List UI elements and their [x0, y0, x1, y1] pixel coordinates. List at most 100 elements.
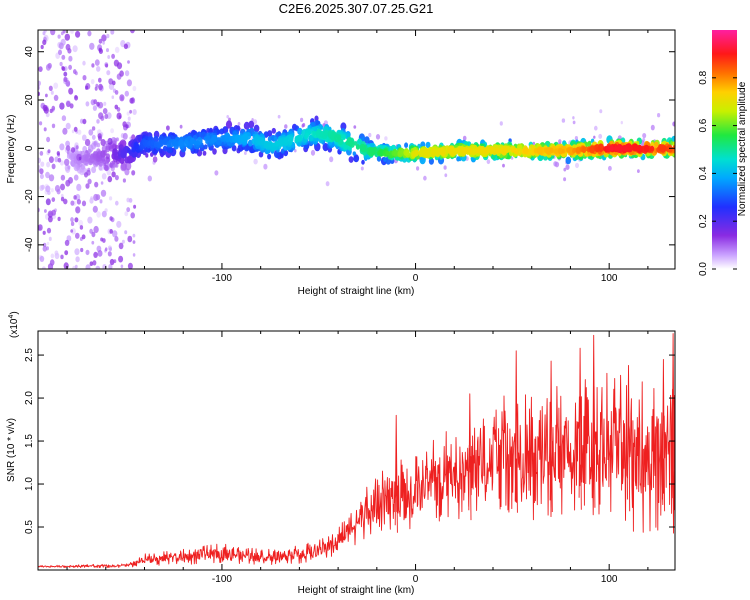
spectral-point — [57, 34, 61, 39]
snr-scale-exponent: 4 — [8, 315, 15, 319]
spectral-point — [48, 216, 53, 223]
spectral-point — [593, 135, 596, 139]
spectral-point — [212, 148, 217, 155]
spectral-point — [51, 197, 56, 203]
spectral-point — [124, 230, 128, 235]
spectral-point — [273, 136, 278, 142]
spectral-point — [599, 109, 603, 114]
spectral-point — [659, 144, 667, 153]
spectral-point — [90, 79, 95, 85]
spectral-point — [101, 173, 107, 180]
spectral-point — [94, 86, 98, 91]
spectral-point — [130, 30, 135, 34]
spectral-point — [483, 147, 488, 154]
spectral-point — [38, 80, 41, 86]
spectral-point — [39, 151, 44, 156]
spectral-point — [444, 173, 448, 178]
spectral-point — [65, 145, 71, 152]
spectral-point — [253, 158, 258, 165]
spectral-point — [549, 147, 554, 154]
spectral-point — [88, 129, 94, 136]
spectral-point — [563, 167, 567, 172]
spectral-point — [57, 216, 61, 222]
spectral-point — [575, 162, 579, 169]
spectral-point — [127, 60, 130, 64]
spectral-point — [70, 217, 74, 223]
spectral-point — [64, 33, 71, 41]
spectral-point — [623, 144, 629, 153]
spectral-point — [572, 116, 575, 120]
spectral-point — [103, 101, 107, 106]
spectral-point — [108, 263, 113, 269]
spectral-point — [39, 121, 43, 126]
spectrogram-x-axis-label: Height of straight line (km) — [298, 286, 415, 297]
spectral-point — [131, 134, 136, 140]
spectral-point — [614, 145, 618, 152]
spectral-point — [63, 71, 68, 77]
spectral-point — [243, 121, 250, 130]
spectral-point — [42, 242, 47, 248]
snr-y-tick-label: 1.5 — [24, 434, 35, 448]
spectral-point — [59, 61, 63, 67]
spectral-point — [310, 149, 316, 156]
snr-series-line — [38, 333, 675, 569]
colorbar-gradient — [712, 30, 737, 269]
spectral-point — [68, 55, 73, 62]
spectral-point — [61, 115, 67, 122]
spectral-point — [147, 175, 152, 182]
spectral-point — [162, 145, 167, 152]
colorbar-tick-label: 0.0 — [698, 262, 709, 276]
spectral-point — [314, 115, 319, 122]
spectral-point — [39, 168, 44, 175]
spectrogram-x-tick-label: -100 — [212, 273, 232, 284]
spectral-point — [46, 136, 51, 143]
spectral-point — [650, 124, 655, 131]
spectral-point — [105, 153, 111, 160]
spectral-point — [63, 262, 69, 269]
spectral-point — [109, 229, 113, 234]
spectral-point — [260, 139, 265, 146]
spectral-point — [60, 254, 64, 260]
spectrogram-y-tick-label: 40 — [24, 46, 35, 58]
spectrogram-x-tick-label: 0 — [413, 273, 419, 284]
spectral-point — [118, 255, 124, 263]
spectral-point — [44, 209, 47, 213]
spectral-point — [87, 30, 92, 37]
spectral-point — [100, 189, 107, 197]
spectral-point — [122, 178, 126, 183]
spectral-point — [59, 160, 64, 166]
spectral-point — [39, 173, 44, 180]
spectral-point — [98, 83, 103, 91]
spectral-point — [54, 185, 61, 192]
spectral-point — [48, 156, 54, 164]
spectrogram-y-tick-label: 20 — [24, 94, 35, 106]
spectral-point — [56, 151, 60, 156]
spectral-point — [210, 137, 215, 143]
spectral-point — [423, 175, 427, 181]
spectral-point — [283, 137, 289, 144]
spectral-point — [129, 97, 134, 104]
spectral-point — [98, 112, 104, 120]
spectral-point — [124, 211, 129, 217]
spectral-point — [425, 141, 431, 149]
spectral-point — [557, 147, 563, 155]
spectral-point — [405, 149, 410, 156]
spectral-point — [45, 185, 51, 193]
spectral-point — [632, 144, 638, 152]
spectral-point — [166, 125, 170, 131]
spectral-point — [106, 70, 111, 76]
spectral-point — [74, 217, 79, 223]
spectral-point — [361, 146, 366, 153]
colorbar-tick-label: 0.8 — [698, 70, 709, 84]
spectral-point — [267, 136, 272, 142]
spectral-point — [106, 48, 109, 53]
colorbar-tick-label: 0.6 — [698, 118, 709, 132]
spectral-point — [48, 174, 55, 182]
spectral-point — [225, 120, 233, 129]
colorbar-ticks: 0.0 0.2 0.4 0.6 0.8 — [698, 70, 737, 276]
snr-plot-frame — [37, 330, 676, 571]
spectral-point — [71, 129, 75, 134]
spectral-point — [109, 258, 115, 266]
spectral-point — [294, 149, 297, 153]
spectral-point — [131, 170, 136, 176]
